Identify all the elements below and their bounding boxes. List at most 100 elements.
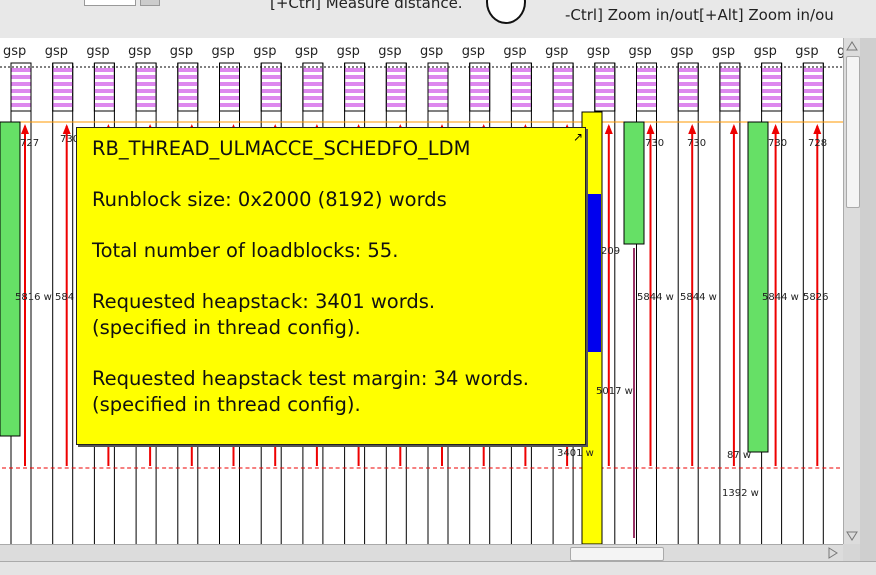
arrow-head <box>62 124 71 134</box>
lane-label: gsp <box>629 44 652 59</box>
lane-block <box>94 75 115 79</box>
tooltip-title: RB_THREAD_ULMACCE_SCHEDFO_LDM <box>92 137 471 160</box>
side-panel-edge <box>860 38 876 574</box>
vertical-scrollbar[interactable] <box>843 38 861 544</box>
lane-block <box>719 82 740 86</box>
measurement-label: 730 <box>768 138 787 149</box>
lane-block <box>94 103 115 107</box>
lane-block <box>428 75 448 79</box>
lane-block <box>636 103 657 107</box>
lane-block <box>52 96 73 100</box>
lane-block <box>761 103 782 107</box>
arrow-head <box>646 124 655 134</box>
lane-block <box>219 89 240 93</box>
lane-block <box>302 96 323 100</box>
lane-block-frame <box>594 62 616 112</box>
lane-block <box>428 89 448 93</box>
lane-block <box>469 68 490 72</box>
lane-block <box>11 89 31 93</box>
spin-button[interactable] <box>140 0 160 6</box>
lane-block <box>761 68 782 72</box>
arrow-head <box>604 124 613 134</box>
scroll-up-icon[interactable] <box>846 40 858 52</box>
lane-label: gsp <box>128 44 151 59</box>
heapstack-margin: Requested heapstack test margin: 34 word… <box>92 367 529 390</box>
lane-block <box>803 89 824 93</box>
lane-block <box>678 68 699 72</box>
vertical-scroll-thumb[interactable] <box>846 56 860 208</box>
measurement-label: 727 <box>20 138 39 149</box>
lane-block <box>261 82 282 86</box>
record-circle-icon[interactable] <box>486 0 526 24</box>
lane-block <box>511 103 532 107</box>
horizontal-scroll-thumb[interactable] <box>570 547 664 561</box>
lane-block <box>177 75 198 79</box>
lane-block <box>11 82 31 86</box>
value-field[interactable] <box>84 0 136 6</box>
lane-block <box>136 82 157 86</box>
lane-block <box>511 68 532 72</box>
lane-block <box>177 82 198 86</box>
lane-block <box>469 96 490 100</box>
lane-block <box>761 89 782 93</box>
lane-block <box>678 75 699 79</box>
measurement-label: 5844 w <box>637 292 674 303</box>
lane-block-frame <box>677 62 699 112</box>
status-bar <box>0 561 876 575</box>
lane-block <box>94 82 115 86</box>
measurement-label: 730 <box>687 138 706 149</box>
lane-block <box>94 96 115 100</box>
horizontal-scrollbar[interactable] <box>0 544 843 562</box>
lane-block <box>803 82 824 86</box>
lane-block-frame <box>219 62 240 112</box>
lane-label: gsp <box>795 44 818 59</box>
lane-label: gsp <box>45 44 68 59</box>
resize-icon[interactable]: ↗ <box>572 130 583 144</box>
measurement-label: 5844 w <box>762 292 799 303</box>
lane-block <box>52 75 73 79</box>
toolbar: [+Ctrl] Measure distance. -Ctrl] Zoom in… <box>0 0 876 39</box>
lane-block <box>761 75 782 79</box>
lane-block-frame <box>260 62 282 112</box>
lane-block <box>261 103 282 107</box>
lane-label: gsp <box>712 44 735 59</box>
lane-block <box>678 96 699 100</box>
measurement-label: 730 <box>645 138 664 149</box>
lane-block <box>469 103 490 107</box>
lane-block <box>302 89 323 93</box>
lane-block <box>219 75 240 79</box>
thread-timeline-canvas[interactable]: gsp gsp gsp gsp gsp gsp gsp gsp gsp gsp gsp gsp gsp g… <box>0 38 843 544</box>
lane-block <box>636 75 657 79</box>
lane-block-frame <box>52 62 74 112</box>
lane-block <box>469 75 490 79</box>
lane-block <box>594 96 615 100</box>
lane-block-frame <box>719 62 741 112</box>
lane-block <box>52 68 73 72</box>
lane-block <box>386 68 407 72</box>
stack-block <box>585 194 601 352</box>
lane-block <box>261 96 282 100</box>
lane-label: gsp <box>253 44 276 59</box>
measurement-label: 209 <box>601 246 620 257</box>
thread-info-tooltip: ↗ RB_THREAD_ULMACCE_SCHEDFO_LDM Runblock… <box>76 127 586 445</box>
arrow-head <box>21 124 29 134</box>
scroll-down-icon[interactable] <box>846 530 858 542</box>
lane-label: gsp <box>462 44 485 59</box>
measurement-label: 584 <box>55 292 74 303</box>
measurement-label: 728 <box>808 138 827 149</box>
lane-block <box>511 75 532 79</box>
lane-block <box>261 68 282 72</box>
lane-block <box>219 103 240 107</box>
arrow-head <box>813 124 822 134</box>
lane-block-frame <box>344 62 366 112</box>
lane-block-frame <box>802 62 824 112</box>
lane-block-frame <box>510 62 532 112</box>
lane-block <box>719 89 740 93</box>
arrow-head <box>771 124 780 134</box>
scroll-right-icon[interactable] <box>827 547 839 559</box>
lane-block <box>302 68 323 72</box>
lane-label: gsp <box>670 44 693 59</box>
arrow-head <box>729 124 738 134</box>
measurement-label: 5017 w <box>596 386 633 397</box>
lane-block <box>52 103 73 107</box>
